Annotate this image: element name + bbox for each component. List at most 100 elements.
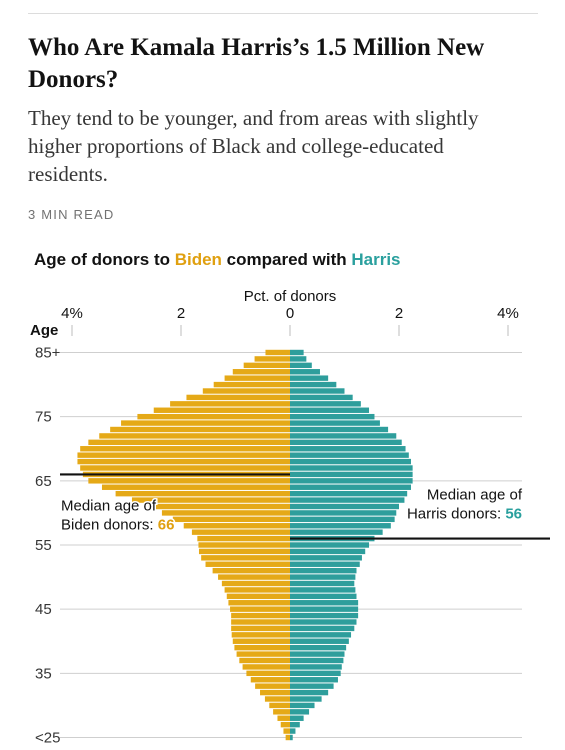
harris-bar [290,587,356,593]
y-tick-label: 65 [35,473,52,490]
harris-bar [290,452,409,458]
harris-bar [290,555,362,561]
harris-bar [290,728,296,734]
harris-bar [290,375,329,381]
biden-bar [115,490,290,497]
harris-bar [290,625,355,632]
biden-median-label-line2: Biden donors: 66 [61,516,174,533]
biden-bar [198,548,290,555]
harris-bar [290,709,310,715]
biden-bar [77,458,290,465]
biden-bar [161,510,290,516]
harris-bar [290,593,357,600]
biden-bar [255,683,290,689]
biden-bar [218,574,290,580]
biden-bar [183,523,290,529]
harris-bar [290,426,389,433]
top-divider [28,13,538,14]
biden-bar [110,426,291,433]
headline: Who Are Kamala Harris’s 1.5 Million New … [28,34,485,93]
x-tick-label: 2 [395,305,403,322]
biden-bar [198,542,290,548]
biden-bar [254,356,290,362]
biden-bar [242,664,290,670]
biden-bar [121,420,290,426]
harris-bar [290,567,357,574]
biden-bar [228,600,290,606]
harris-bar [290,523,391,529]
biden-bar [213,381,290,388]
biden-bar [80,446,290,452]
harris-bar [290,651,345,657]
harris-bar [290,516,395,523]
harris-bar [290,478,413,484]
read-time: 3 MIN READ [28,207,115,222]
harris-bar [290,696,322,702]
biden-bar [148,503,290,510]
harris-bar [290,689,329,696]
harris-bar [290,388,345,394]
biden-bar [80,465,290,471]
harris-bar [290,529,383,535]
biden-median-value: 66 [158,516,175,533]
biden-bar [280,721,290,728]
harris-bar [290,503,399,510]
biden-bar [234,644,290,651]
biden-bar [172,516,290,523]
harris-bar [290,490,408,497]
harris-bar [290,542,370,548]
biden-bar [236,651,290,657]
biden-bar [273,709,290,715]
y-tick-label: 85+ [35,345,61,362]
harris-bar [290,356,307,362]
harris-bar [290,484,411,490]
y-tick-label: 45 [35,601,52,618]
harris-bar [290,433,397,439]
harris-bar [290,657,344,664]
harris-bar [290,670,341,677]
chart-title-biden: Biden [174,250,222,269]
harris-bar [290,401,361,407]
harris-bar [290,580,355,587]
x-axis-label: Pct. of donors [244,288,337,305]
harris-bar [290,702,315,709]
harris-bar [290,471,413,478]
harris-median-value: 56 [505,506,522,523]
y-tick-label: 55 [35,537,52,554]
biden-bar [202,388,290,394]
harris-bar [290,683,334,689]
biden-bar [170,401,290,407]
biden-bar [153,407,290,413]
harris-bar [290,446,406,452]
y-tick-label: <25 [35,730,60,747]
biden-bar [101,484,290,490]
biden-bar [77,452,290,458]
biden-bar [269,702,290,709]
harris-bar [290,619,357,625]
x-tick-label: 2 [177,305,185,322]
biden-bar [231,632,290,638]
harris-bar [290,715,304,721]
harris-bar [290,413,375,420]
harris-bar [290,644,347,651]
chart-title-part: Age of donors to [34,250,175,269]
harris-bar [290,439,402,446]
harris-bar [290,349,304,356]
biden-bar [246,670,290,677]
harris-bar [290,612,359,619]
harris-bar [290,632,352,638]
harris-median-label-prefix: Harris donors: [407,506,505,523]
biden-bar [230,606,290,612]
biden-bar [232,638,290,644]
biden-bar [264,696,290,702]
harris-bar [290,677,338,683]
harris-median-label-line2: Harris donors: 56 [407,506,522,523]
y-tick-label: 35 [35,665,52,682]
biden-bar [99,433,290,439]
chart-title-part: compared with [221,250,352,269]
biden-bar [285,734,290,741]
biden-bar [205,561,290,567]
y-tick-label: 75 [35,409,52,426]
biden-bar [224,587,290,593]
x-tick-label: 4% [497,305,519,322]
